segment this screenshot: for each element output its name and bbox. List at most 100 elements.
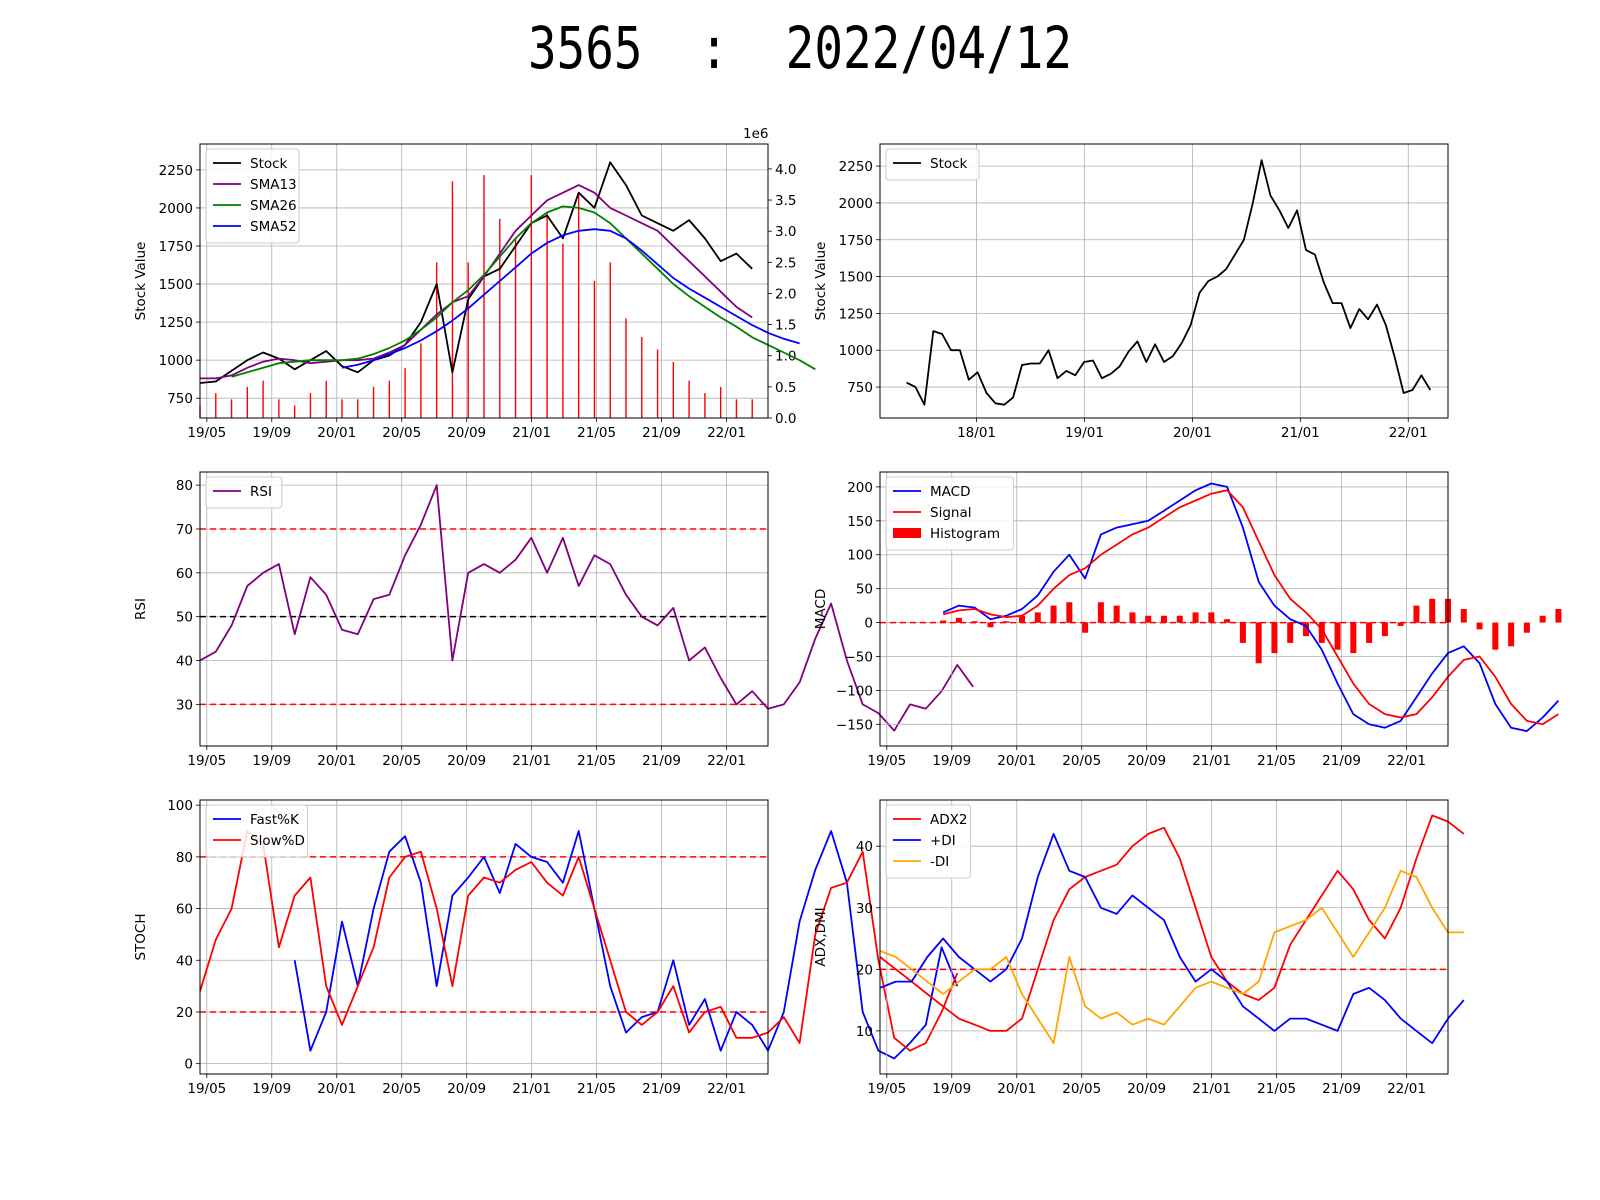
adx-legend-label: +DI	[930, 833, 956, 849]
rsi-ytick-label: 30	[176, 697, 193, 713]
price-series-sma13	[200, 184, 753, 380]
macd-histogram-bar	[1066, 602, 1073, 623]
macd-histogram-bar	[1508, 622, 1515, 647]
stoch-xtick-label: 21/05	[577, 1081, 616, 1097]
adx-legend: ADX2 +DI -DI	[885, 804, 971, 879]
price-xtick-label: 20/09	[447, 425, 486, 441]
weekly-ytick-label: 1000	[839, 343, 873, 359]
rsi-xtick-label: 22/01	[707, 753, 746, 769]
macd-legend-swatch	[893, 528, 921, 538]
macd-histogram-bar	[1476, 622, 1483, 630]
macd-histogram-bar	[1539, 615, 1546, 623]
adx-xtick-label: 22/01	[1387, 1081, 1426, 1097]
adx-ytick-label: 30	[856, 901, 873, 917]
weekly-legend-box	[885, 148, 980, 181]
rsi-ylabel: RSI	[133, 598, 149, 620]
macd-xtick-label: 20/01	[997, 753, 1036, 769]
price-legend-label: SMA52	[250, 219, 297, 235]
stoch-xtick-label: 21/09	[642, 1081, 681, 1097]
price-ytick-label: 2250	[159, 163, 193, 179]
macd-histogram-bar	[955, 617, 962, 623]
price-xtick-label: 19/05	[187, 425, 226, 441]
adx-xtick-label: 19/05	[867, 1081, 906, 1097]
stoch-ytick-label: 40	[176, 953, 193, 969]
adx-xtick-label: 20/01	[997, 1081, 1036, 1097]
macd-histogram-bar	[1397, 622, 1404, 626]
stoch-ytick-label: 0	[184, 1057, 193, 1073]
rsi-xtick-label: 21/05	[577, 753, 616, 769]
weekly-legend-label: Stock	[930, 156, 968, 172]
rsi-xtick-label: 20/01	[317, 753, 356, 769]
macd-histogram-bar	[1381, 622, 1388, 637]
macd-histogram-bar	[1287, 622, 1294, 643]
weekly-frame	[879, 143, 1449, 419]
adx-ytick-label: 40	[856, 839, 873, 855]
price-xtick-label: 22/01	[707, 425, 746, 441]
stoch-ytick-label: 80	[176, 850, 193, 866]
price-y2tick-label: 3.5	[775, 193, 796, 209]
macd-ytick-label: 0	[864, 616, 873, 632]
stoch-xtick-label: 20/05	[382, 1081, 421, 1097]
stoch-xtick-label: 20/01	[317, 1081, 356, 1097]
macd-ytick-label: 200	[847, 480, 873, 496]
adx-panel: 19/05 19/09 20/01 20/05 20/09 21/01 21/05 21/09…	[813, 799, 1465, 1097]
macd-histogram-bar	[1413, 605, 1420, 623]
price-y2-offset-label: 1e6	[743, 126, 768, 142]
price-legend-label: Stock	[250, 156, 288, 172]
adx-xtick-label: 20/05	[1062, 1081, 1101, 1097]
macd-histogram-bar	[1334, 622, 1341, 650]
adx-ytick-label: 20	[856, 962, 873, 978]
price-panel: 19/05 19/09 20/01 20/05 20/09 21/01 21/05 21/09…	[133, 126, 816, 441]
macd-histogram-bar	[1366, 622, 1373, 643]
adx-xtick-label: 21/09	[1322, 1081, 1361, 1097]
rsi-ytick-label: 70	[176, 522, 193, 538]
macd-series-signal	[942, 489, 1559, 726]
adx-xtick-label: 21/05	[1257, 1081, 1296, 1097]
macd-histogram-bar	[940, 620, 947, 623]
macd-legend: MACD Signal Histogram	[885, 476, 1014, 551]
stoch-legend-box	[205, 804, 309, 858]
weekly-legend: Stock	[885, 148, 980, 181]
adx-frame	[879, 799, 1449, 1075]
rsi-legend-label: RSI	[250, 484, 272, 500]
stoch-xtick-label: 20/09	[447, 1081, 486, 1097]
price-legend-box	[205, 148, 300, 244]
macd-histogram-bar	[1097, 602, 1104, 623]
weekly-ytick-label: 1500	[839, 270, 873, 286]
adx-series--di	[879, 833, 1465, 1045]
macd-histogram-bar	[1555, 609, 1562, 623]
macd-xtick-label: 20/05	[1062, 753, 1101, 769]
price-series-sma26	[231, 205, 816, 378]
price-xtick-label: 19/09	[252, 425, 291, 441]
stoch-ylabel: STOCH	[133, 913, 149, 960]
price-y2tick-label: 2.0	[775, 286, 796, 302]
price-xtick-label: 21/09	[642, 425, 681, 441]
macd-xtick-label: 19/09	[932, 753, 971, 769]
macd-histogram-bar	[1050, 605, 1057, 623]
price-xtick-label: 21/01	[512, 425, 551, 441]
adx-legend-box	[885, 804, 971, 879]
price-y2tick-label: 3.0	[775, 224, 796, 240]
adx-xtick-label: 19/09	[932, 1081, 971, 1097]
price-ytick-label: 1750	[159, 239, 193, 255]
price-series-stock	[199, 161, 753, 384]
stoch-ytick-label: 20	[176, 1005, 193, 1021]
stoch-legend-label: Slow%D	[250, 833, 305, 849]
macd-ytick-label: −150	[836, 717, 873, 733]
rsi-frame	[199, 471, 769, 747]
price-xtick-label: 21/05	[577, 425, 616, 441]
weekly-ytick-label: 2250	[839, 159, 873, 175]
adx-ylabel: ADX,DMI	[813, 907, 829, 966]
macd-histogram-bar	[1429, 598, 1436, 623]
rsi-xtick-label: 20/05	[382, 753, 421, 769]
macd-histogram-bar	[987, 622, 994, 628]
macd-histogram-bar	[1129, 612, 1136, 623]
stoch-legend: Fast%K Slow%D	[205, 804, 309, 858]
macd-histogram-bar	[1192, 612, 1199, 623]
weekly-ytick-label: 1250	[839, 306, 873, 322]
macd-panel: 19/05 19/09 20/01 20/05 20/09 21/01 21/05 21/09…	[813, 471, 1562, 769]
stoch-xtick-label: 19/09	[252, 1081, 291, 1097]
price-ytick-label: 750	[167, 391, 193, 407]
macd-ytick-label: 100	[847, 548, 873, 564]
price-ytick-label: 2000	[159, 201, 193, 217]
